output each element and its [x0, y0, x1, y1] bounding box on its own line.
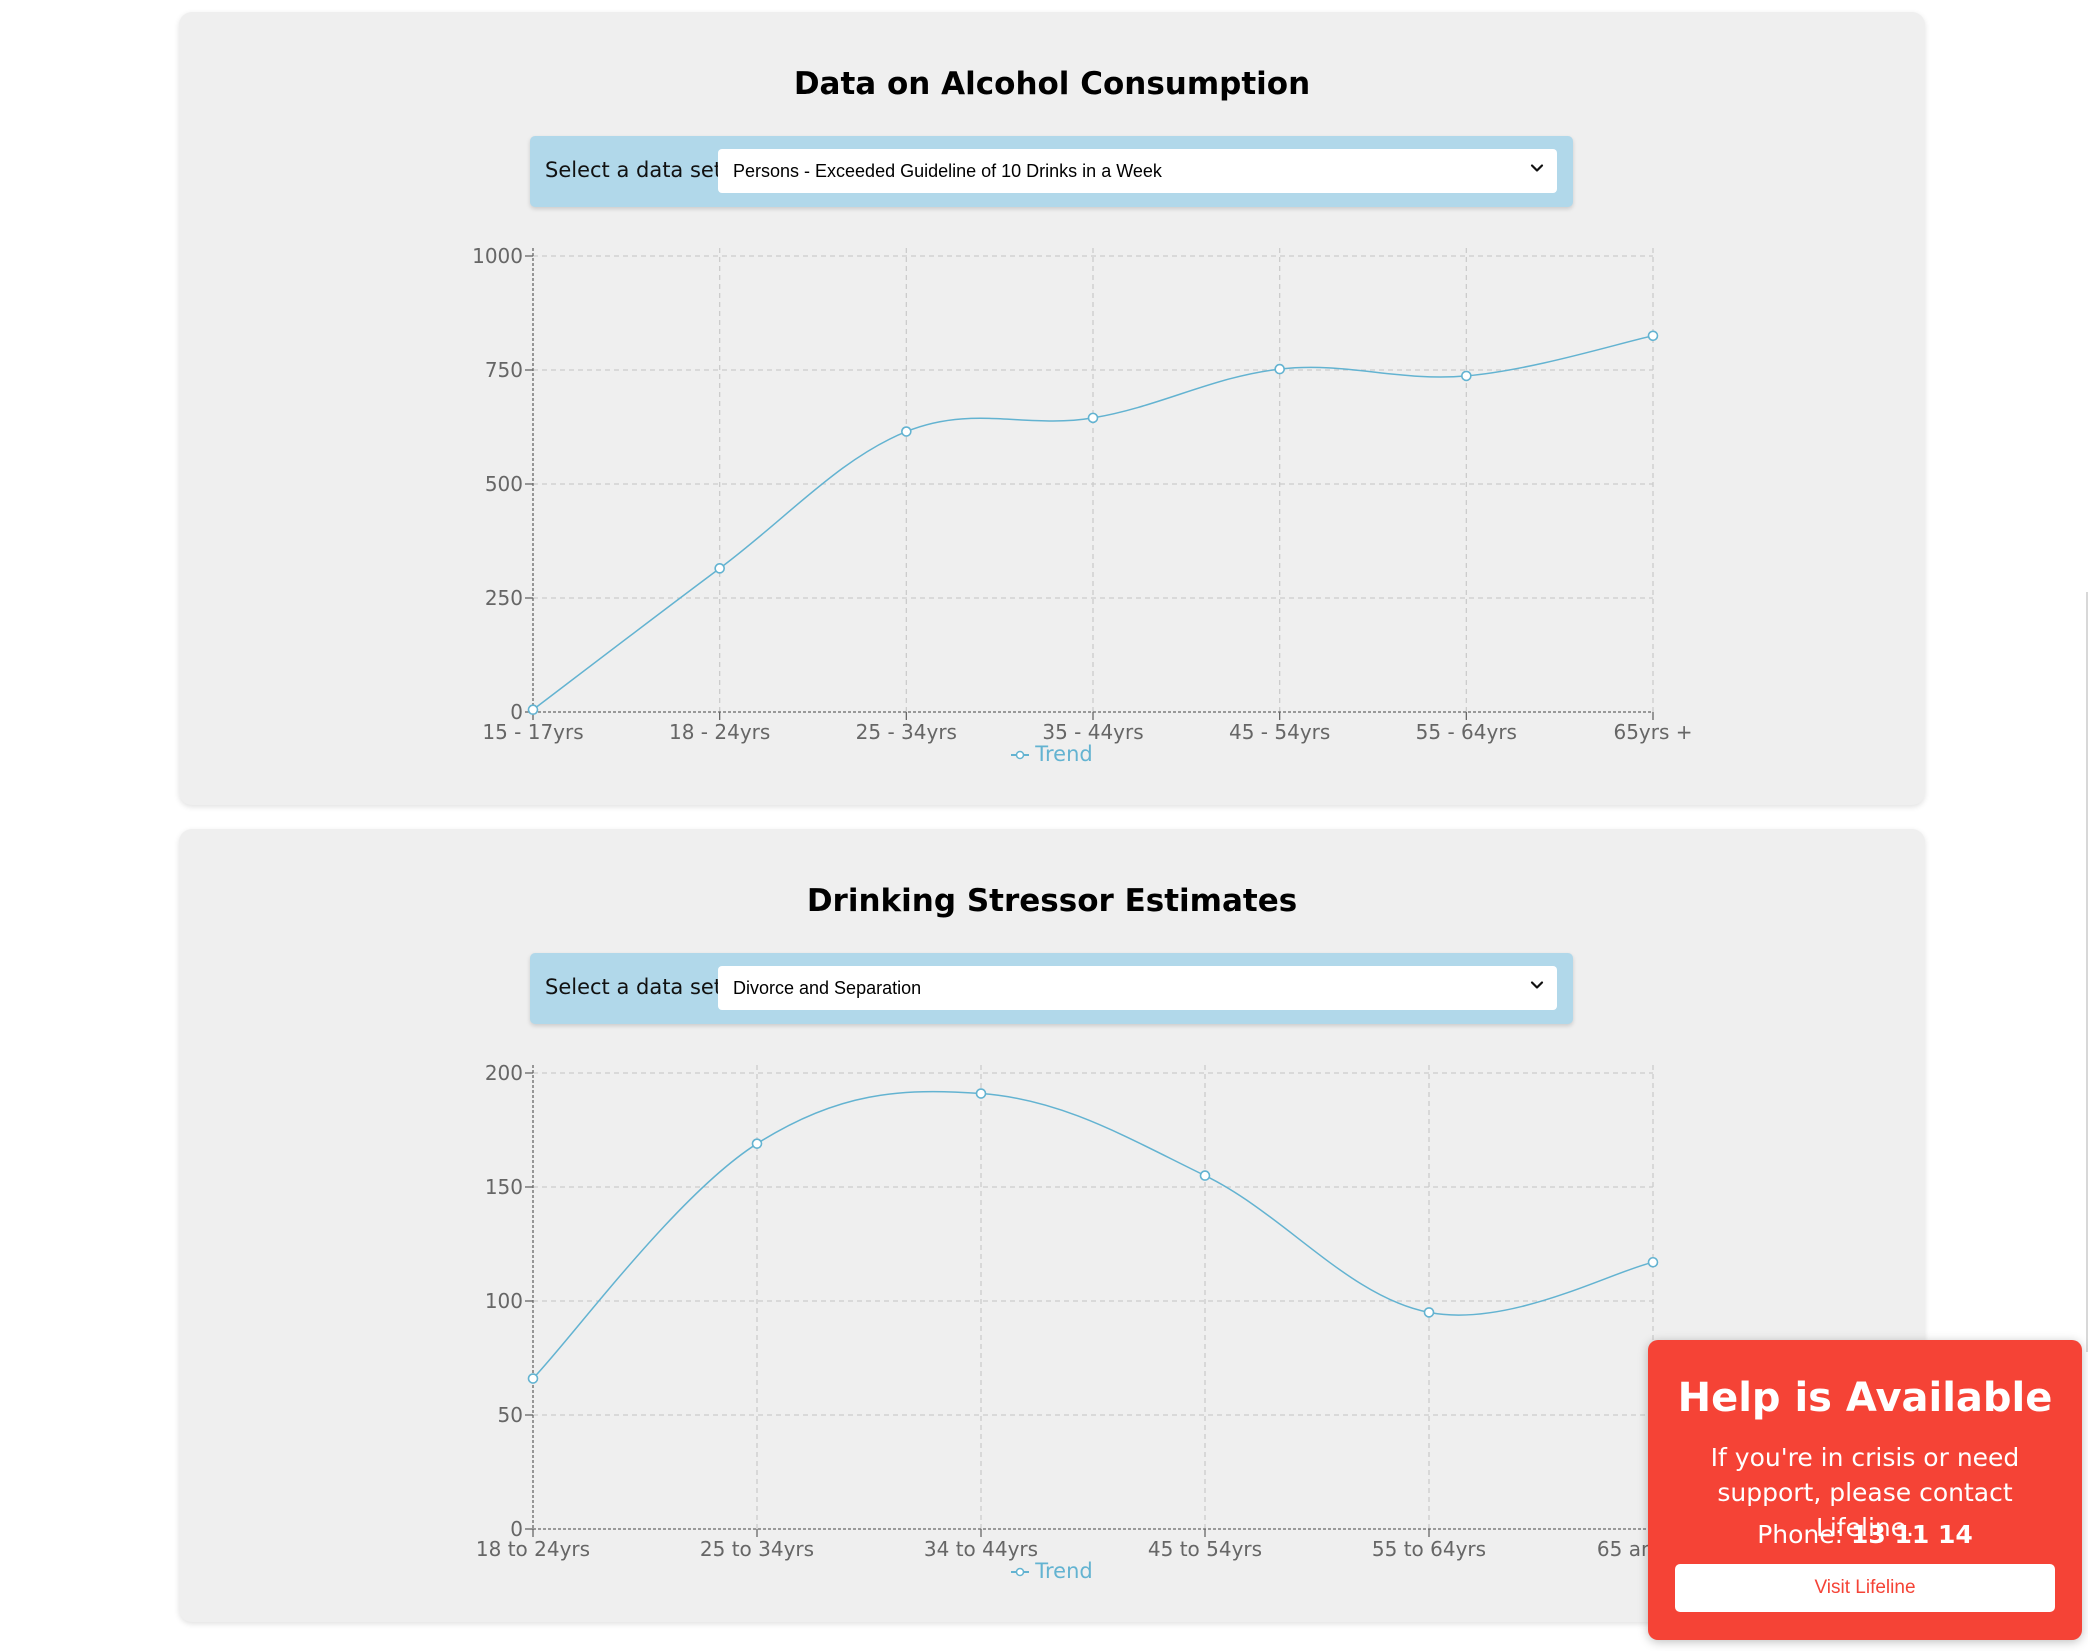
dataset-select-value: Persons - Exceeded Guideline of 10 Drink…	[733, 161, 1162, 181]
data-point	[714, 563, 725, 574]
x-tick-label: 55 - 64yrs	[1416, 720, 1517, 744]
drinking-stressor-card: Drinking Stressor Estimates Select a dat…	[179, 829, 1925, 1622]
series-line	[532, 1090, 1654, 1380]
y-tick-label: 100	[485, 1289, 523, 1313]
legend-label: Trend	[1035, 742, 1093, 766]
data-point	[1461, 370, 1472, 382]
alcohol-consumption-card: Data on Alcohol Consumption Select a dat…	[179, 12, 1925, 805]
dataset-selector-bar: Select a data set: Divorce and Separatio…	[530, 953, 1573, 1024]
data-point	[1423, 1307, 1435, 1318]
y-tick-label: 150	[485, 1175, 523, 1199]
help-title: Help is Available	[1677, 1375, 2053, 1421]
data-point	[975, 1088, 987, 1099]
chart-legend[interactable]: Trend	[179, 1559, 1925, 1583]
x-tick-label: 65yrs +	[1613, 720, 1692, 744]
x-tick-label: 25 to 34yrs	[700, 1537, 814, 1561]
data-point	[1087, 412, 1099, 424]
help-panel: Help is Available If you're in crisis or…	[1648, 1340, 2082, 1640]
chevron-down-icon	[1530, 981, 1544, 989]
data-point	[1647, 330, 1659, 342]
chevron-down-icon	[1530, 164, 1544, 172]
data-point	[1647, 1256, 1659, 1268]
chart-legend[interactable]: Trend	[179, 742, 1925, 766]
x-tick-label: 35 - 44yrs	[1042, 720, 1143, 744]
x-tick-label: 34 to 44yrs	[924, 1537, 1038, 1561]
y-tick-label: 500	[485, 472, 523, 496]
visit-lifeline-button[interactable]: Visit Lifeline	[1675, 1564, 2055, 1612]
alcohol-consumption-chart: 0 250 500 750 1000 15 - 17yrs 18 - 24yrs 25 - 3…	[472, 244, 1692, 744]
dataset-selector-label: Select a data set:	[545, 158, 730, 182]
phone-label: Phone:	[1757, 1520, 1844, 1549]
drinking-stressor-chart: 0 50 100 150 200 18 to 24yrs 25 to 34yrs 34 to …	[476, 1061, 1709, 1561]
legend-line-icon	[1011, 1567, 1030, 1577]
dataset-selector-bar: Select a data set: Persons - Exceeded Gu…	[530, 136, 1573, 207]
legend-label: Trend	[1035, 1559, 1093, 1583]
data-point	[1199, 1170, 1211, 1181]
card-title: Data on Alcohol Consumption	[793, 66, 1311, 102]
data-point	[901, 426, 912, 437]
y-tick-label: 0	[510, 700, 523, 724]
data-point	[527, 704, 539, 716]
dataset-select[interactable]: Persons - Exceeded Guideline of 10 Drink…	[718, 149, 1557, 193]
help-text: If you're in crisis or need support, ple…	[1710, 1443, 2020, 1542]
y-tick-label: 0	[510, 1517, 523, 1541]
dataset-selector-label: Select a data set:	[545, 975, 730, 999]
data-point	[527, 1373, 539, 1384]
y-tick-label: 250	[485, 586, 523, 610]
y-tick-label: 200	[485, 1061, 523, 1085]
legend-line-icon	[1011, 750, 1030, 760]
y-tick-label: 50	[498, 1403, 523, 1427]
data-point	[751, 1138, 763, 1149]
x-tick-label: 25 - 34yrs	[856, 720, 957, 744]
phone-number: 13 11 14	[1851, 1520, 1973, 1549]
x-tick-label: 15 - 17yrs	[482, 720, 583, 744]
dataset-select-value: Divorce and Separation	[733, 978, 922, 998]
x-tick-label: 45 to 54yrs	[1148, 1537, 1262, 1561]
x-tick-label: 55 to 64yrs	[1372, 1537, 1486, 1561]
x-tick-label: 45 - 54yrs	[1229, 720, 1330, 744]
y-tick-label: 750	[485, 358, 523, 382]
scrollbar-edge[interactable]	[2086, 592, 2088, 1352]
dataset-select[interactable]: Divorce and Separation	[718, 966, 1557, 1010]
x-tick-label: 18 to 24yrs	[476, 1537, 590, 1561]
help-phone: Phone: 13 11 14	[1648, 1520, 2082, 1549]
data-point	[1274, 363, 1285, 375]
x-tick-label: 18 - 24yrs	[669, 720, 770, 744]
y-tick-label: 1000	[472, 244, 523, 268]
card-title: Drinking Stressor Estimates	[806, 883, 1298, 919]
